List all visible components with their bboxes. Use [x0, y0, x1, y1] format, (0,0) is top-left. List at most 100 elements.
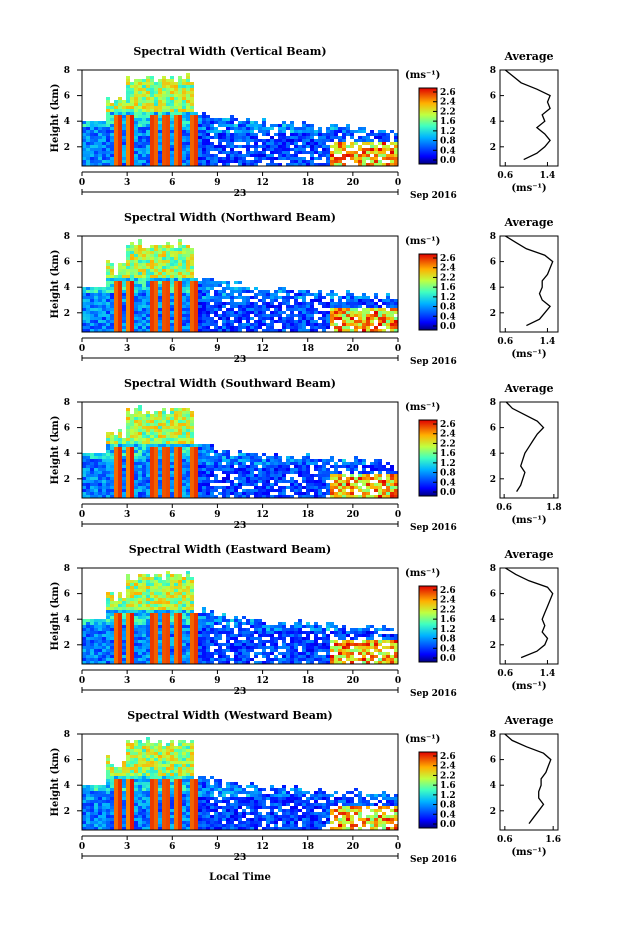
x-tick-label: 12 — [256, 676, 269, 686]
x-tick-label: 0 — [395, 344, 401, 354]
y-tick-label: 4 — [64, 117, 70, 127]
y-axis-label: Height (km) — [50, 416, 61, 485]
average-title: Average — [503, 548, 553, 561]
colorbar-tick-label: 0.0 — [440, 156, 456, 166]
colorbar-tick-label: 0.4 — [440, 146, 456, 156]
colorbar-tick-label: 2.6 — [440, 752, 456, 762]
average-y-tick-label: 8 — [490, 564, 496, 574]
x-tick-label: 12 — [256, 344, 269, 354]
average-y-tick-label: 8 — [490, 66, 496, 76]
heatmap-cells — [82, 571, 398, 664]
colorbar-tick-label: 2.2 — [440, 273, 456, 283]
average-y-tick-label: 8 — [490, 398, 496, 408]
colorbar-tick-label: 0.0 — [440, 820, 456, 830]
x-tick-label: 6 — [169, 510, 175, 520]
average-x-tick-label: 1.4 — [540, 669, 556, 679]
colorbar-tick-label: 0.4 — [440, 644, 456, 654]
colorbar-unit: (ms⁻¹) — [405, 734, 440, 745]
average-x-tick-label: 1.4 — [540, 337, 556, 347]
x-tick-label: 9 — [214, 510, 220, 520]
colorbar-tick-label: 2.6 — [440, 88, 456, 98]
y-tick-label: 6 — [64, 92, 70, 102]
panel-3: Spectral Width (Southward Beam) Height (k… — [50, 377, 562, 533]
average-y-tick-label: 6 — [490, 756, 496, 766]
y-tick-label: 2 — [64, 475, 70, 485]
x-tick-label: 18 — [301, 344, 314, 354]
y-tick-label: 2 — [64, 807, 70, 817]
average-y-tick-label: 6 — [490, 424, 496, 434]
x-tick-label: 20 — [347, 842, 360, 852]
x-tick-label: 0 — [395, 842, 401, 852]
colorbar — [418, 419, 438, 497]
average-y-tick-label: 2 — [490, 143, 496, 153]
colorbar-tick-label: 0.4 — [440, 312, 456, 322]
x-tick-label: 0 — [395, 676, 401, 686]
x-tick-label: 3 — [124, 842, 130, 852]
y-tick-label: 4 — [64, 449, 70, 459]
x-tick-label: 3 — [124, 178, 130, 188]
average-x-tick-label: 0.6 — [497, 337, 513, 347]
colorbar — [418, 253, 438, 331]
heatmap-cells — [82, 73, 398, 166]
average-y-tick-label: 4 — [490, 449, 496, 459]
average-y-tick-label: 8 — [490, 730, 496, 740]
panel-5: Spectral Width (Westward Beam) Height (km… — [50, 709, 561, 865]
average-y-tick-label: 2 — [490, 641, 496, 651]
x-tick-label: 3 — [124, 676, 130, 686]
day-label: 23 — [234, 521, 247, 531]
date-label: Sep 2016 — [410, 523, 457, 533]
colorbar-tick-label: 2.4 — [440, 596, 456, 606]
average-y-tick-label: 6 — [490, 590, 496, 600]
y-tick-label: 4 — [64, 283, 70, 293]
colorbar-tick-label: 0.4 — [440, 810, 456, 820]
x-tick-label: 6 — [169, 842, 175, 852]
colorbar — [418, 585, 438, 663]
x-tick-label: 9 — [214, 344, 220, 354]
colorbar-tick-label: 2.4 — [440, 430, 456, 440]
average-profile-line — [505, 401, 545, 492]
heatmap-cells — [82, 239, 398, 332]
y-tick-label: 4 — [64, 781, 70, 791]
x-axis-title: Local Time — [209, 872, 271, 883]
panel-title: Spectral Width (Southward Beam) — [124, 377, 336, 390]
date-label: Sep 2016 — [410, 855, 457, 865]
x-tick-label: 0 — [395, 510, 401, 520]
panel-2: Spectral Width (Northward Beam) Height (k… — [50, 211, 559, 367]
average-x-tick-label: 0.6 — [497, 171, 513, 181]
x-tick-label: 12 — [256, 510, 269, 520]
average-frame — [499, 733, 559, 831]
colorbar-tick-label: 2.6 — [440, 254, 456, 264]
y-tick-label: 2 — [64, 309, 70, 319]
x-tick-label: 6 — [169, 676, 175, 686]
x-tick-label: 20 — [347, 178, 360, 188]
average-x-tick-label: 0.6 — [497, 835, 513, 845]
average-title: Average — [503, 382, 553, 395]
average-frame — [499, 69, 559, 167]
day-label: 23 — [234, 355, 247, 365]
y-tick-label: 6 — [64, 424, 70, 434]
average-profile-line — [504, 235, 554, 327]
panel-title: Spectral Width (Eastward Beam) — [129, 543, 331, 556]
average-frame — [499, 567, 559, 665]
colorbar-unit: (ms⁻¹) — [405, 236, 440, 247]
x-tick-label: 9 — [214, 676, 220, 686]
x-tick-label: 0 — [79, 178, 85, 188]
plot-frame — [81, 567, 399, 665]
average-unit: (ms⁻¹) — [511, 349, 546, 360]
x-tick-label: 6 — [169, 344, 175, 354]
y-axis-label: Height (km) — [50, 582, 61, 651]
colorbar-tick-label: 2.2 — [440, 605, 456, 615]
x-tick-label: 0 — [79, 510, 85, 520]
average-y-tick-label: 2 — [490, 309, 496, 319]
average-y-tick-label: 6 — [490, 258, 496, 268]
heatmap-cells — [82, 405, 398, 498]
colorbar-tick-label: 0.8 — [440, 303, 456, 313]
colorbar-tick-label: 0.8 — [440, 801, 456, 811]
x-tick-label: 0 — [395, 178, 401, 188]
colorbar-tick-label: 0.8 — [440, 469, 456, 479]
average-x-tick-label: 1.4 — [540, 171, 556, 181]
average-y-tick-label: 2 — [490, 475, 496, 485]
average-y-tick-label: 6 — [490, 92, 496, 102]
y-axis-label: Height (km) — [50, 250, 61, 319]
x-tick-label: 0 — [79, 344, 85, 354]
